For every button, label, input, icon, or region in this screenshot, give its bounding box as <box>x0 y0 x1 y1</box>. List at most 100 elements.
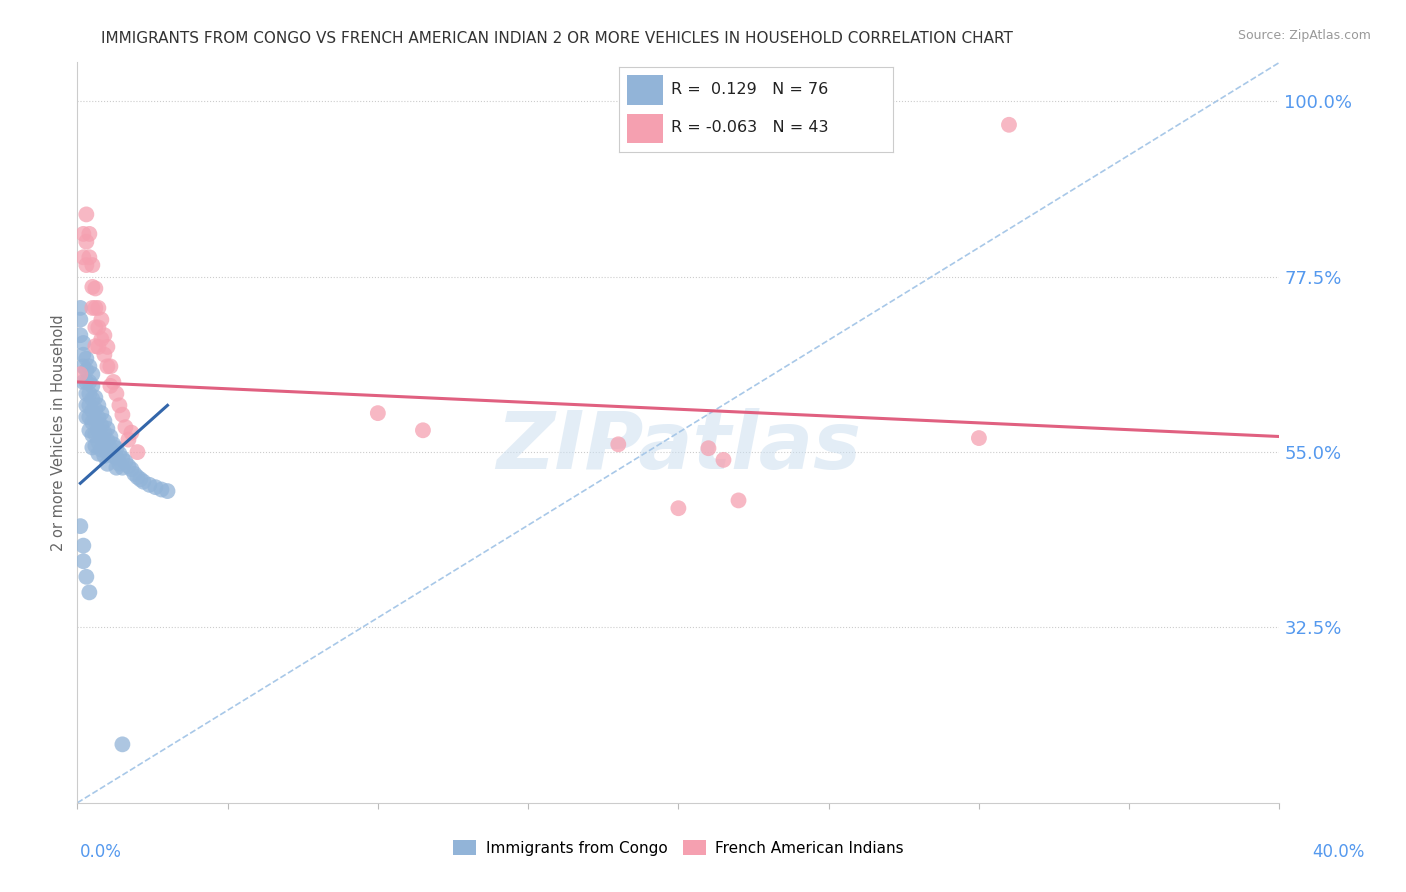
Text: IMMIGRANTS FROM CONGO VS FRENCH AMERICAN INDIAN 2 OR MORE VEHICLES IN HOUSEHOLD : IMMIGRANTS FROM CONGO VS FRENCH AMERICAN… <box>101 31 1014 46</box>
Point <box>713 453 735 467</box>
Point <box>82 404 104 418</box>
Point <box>84 281 107 295</box>
Point <box>82 280 104 294</box>
Text: 0.0%: 0.0% <box>80 843 122 861</box>
Point <box>108 447 131 461</box>
Point <box>96 434 118 448</box>
Point <box>72 250 94 264</box>
Point <box>100 441 122 455</box>
Point <box>82 392 104 406</box>
Point <box>111 460 134 475</box>
Point <box>84 439 107 453</box>
Text: R = -0.063   N = 43: R = -0.063 N = 43 <box>671 120 828 136</box>
Point <box>84 320 107 334</box>
Point <box>72 375 94 389</box>
Point <box>75 207 97 221</box>
Point <box>75 386 97 401</box>
Point <box>75 235 97 249</box>
Point <box>87 410 110 425</box>
Point <box>79 410 101 425</box>
Point <box>668 501 690 516</box>
Point <box>75 570 97 584</box>
Point <box>87 340 110 354</box>
Point <box>108 398 131 412</box>
Point <box>72 359 94 374</box>
Point <box>105 450 128 465</box>
Point <box>84 301 107 315</box>
Point <box>96 422 118 436</box>
Point <box>72 348 94 362</box>
Text: Source: ZipAtlas.com: Source: ZipAtlas.com <box>1237 29 1371 42</box>
Y-axis label: 2 or more Vehicles in Household: 2 or more Vehicles in Household <box>51 314 66 551</box>
Point <box>79 227 101 241</box>
Text: ZIPatlas: ZIPatlas <box>496 409 860 486</box>
Point <box>967 431 990 445</box>
Point <box>82 428 104 442</box>
Point <box>79 386 101 401</box>
Point <box>75 363 97 377</box>
Point <box>84 391 107 405</box>
Point <box>120 425 142 440</box>
Point <box>75 351 97 366</box>
Point <box>79 398 101 412</box>
Point <box>367 406 389 420</box>
Point <box>90 312 112 326</box>
Point <box>69 301 91 315</box>
Point <box>105 460 128 475</box>
Point <box>111 408 134 422</box>
Point <box>79 250 101 264</box>
Point <box>103 437 125 451</box>
Point <box>156 484 179 499</box>
Point <box>150 483 173 497</box>
Point <box>96 457 118 471</box>
Point <box>111 737 134 751</box>
Point <box>105 386 128 401</box>
Point <box>100 429 122 443</box>
Point <box>111 451 134 466</box>
Point <box>69 519 91 533</box>
Point <box>114 454 136 468</box>
Point <box>132 475 155 489</box>
Point <box>93 328 115 343</box>
Point <box>138 478 160 492</box>
Point <box>69 367 91 381</box>
Point <box>87 434 110 449</box>
Text: 40.0%: 40.0% <box>1312 843 1365 861</box>
Point <box>84 339 107 353</box>
Bar <box>627 76 662 105</box>
Legend: Immigrants from Congo, French American Indians: Immigrants from Congo, French American I… <box>454 840 903 855</box>
Point <box>96 340 118 354</box>
Point <box>82 258 104 272</box>
Point <box>79 359 101 374</box>
Point <box>100 379 122 393</box>
Bar <box>627 113 662 143</box>
Point <box>96 359 118 374</box>
Point <box>82 301 104 315</box>
Point <box>84 427 107 442</box>
Point <box>84 402 107 417</box>
Point <box>93 414 115 428</box>
Point <box>90 431 112 445</box>
Point <box>93 348 115 362</box>
Point <box>607 437 630 451</box>
Point <box>145 480 167 494</box>
Text: R =  0.129   N = 76: R = 0.129 N = 76 <box>671 82 828 97</box>
Point <box>124 467 146 481</box>
Point <box>103 375 125 389</box>
Point <box>90 418 112 433</box>
Point <box>72 227 94 241</box>
Point <box>87 320 110 334</box>
Point <box>129 472 152 486</box>
Point <box>82 441 104 455</box>
Point <box>82 416 104 430</box>
Point <box>79 423 101 437</box>
Point <box>82 379 104 393</box>
Point <box>105 441 128 455</box>
Point <box>100 359 122 374</box>
Point <box>90 332 112 346</box>
Point <box>84 415 107 429</box>
Point <box>72 554 94 568</box>
Point <box>79 585 101 599</box>
Point <box>103 449 125 463</box>
Point <box>114 420 136 434</box>
